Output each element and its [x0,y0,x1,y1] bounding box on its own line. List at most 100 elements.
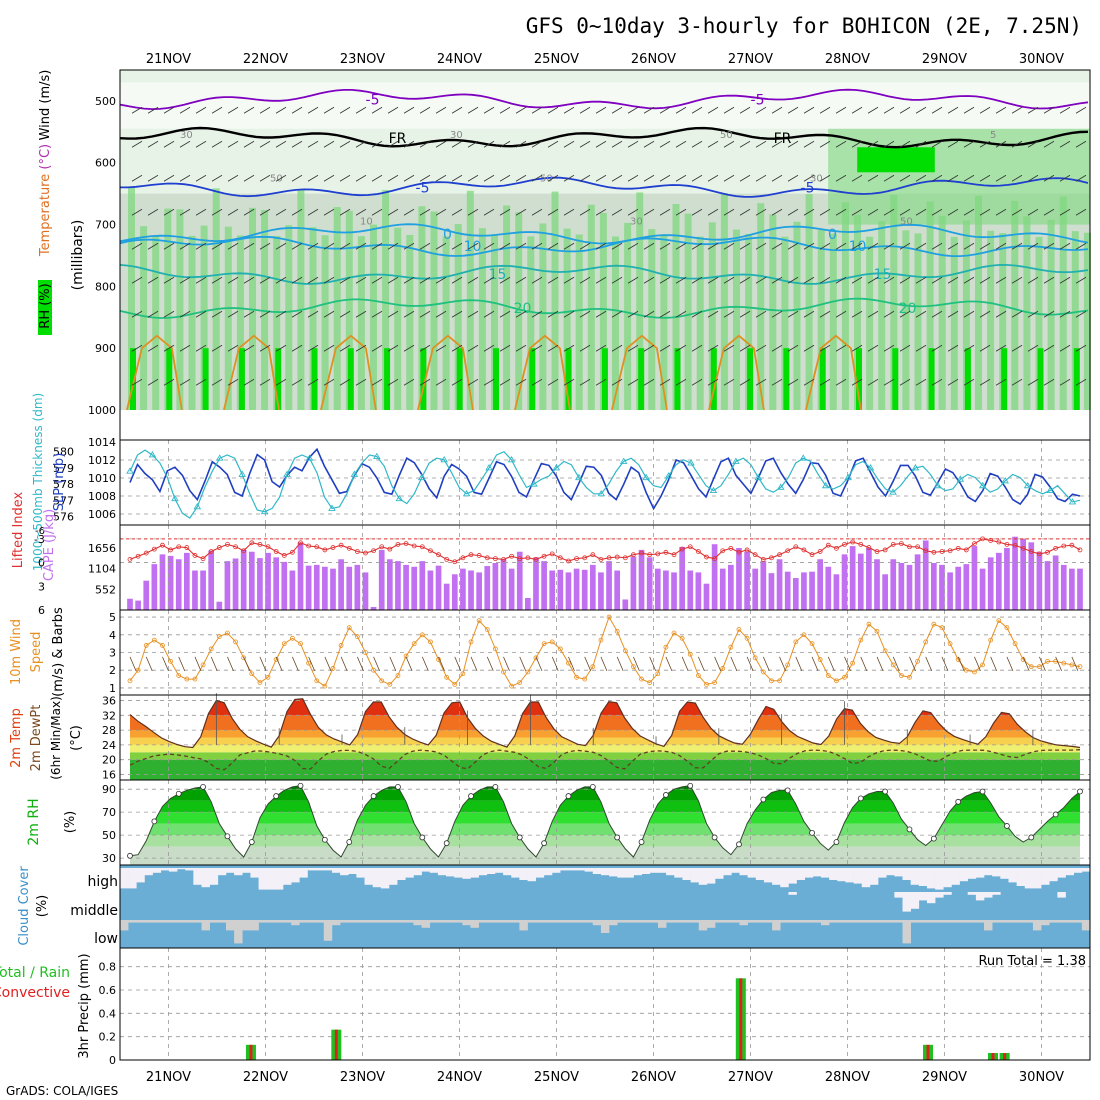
wind-barb [659,106,671,114]
lifted-index-marker [923,548,929,554]
wind-barb [563,344,575,352]
wind-barb [419,106,431,114]
wind-barb [483,174,495,182]
wind-barb [595,378,607,386]
wind-speed-marker [525,669,531,675]
wind-barb [163,242,175,250]
cloud-cell [1041,868,1050,885]
isotherm-warm [708,334,765,411]
cloud-cell [992,868,1001,877]
wind-barb [762,656,770,672]
wind-speed-marker [1037,664,1042,670]
cloud-cell [527,920,537,923]
cape-bar [151,564,158,610]
wind-barb [771,208,783,216]
cloud-cell [266,868,276,890]
lifted-index-marker [1028,549,1034,554]
cloud-cell [951,868,960,885]
rh-band [130,846,1080,865]
wind-speed-marker [825,673,831,678]
lifted-index-marker [460,555,466,561]
wind-barb [211,140,223,148]
wind-barb [339,208,351,216]
isotherm-label: 10 [464,239,482,255]
wind-speed-marker [127,678,133,684]
cape-bar [711,544,718,610]
lifted-index-marker [679,546,685,552]
lifted-index-marker [346,545,352,551]
cloud-cell [902,892,911,912]
thickness-marker [462,489,471,497]
thickness-marker [978,481,987,489]
cloud-cell [967,920,977,923]
rh-plume [999,233,1007,410]
thickness-line [129,449,1081,519]
wind-barb [275,310,287,318]
cape-bar [654,568,661,610]
thickness-marker [485,464,493,471]
rh-core [710,348,717,410]
isotherm-label: -5 [801,180,815,196]
wind-barb [579,276,591,284]
tick-label: 578 [53,478,74,491]
wind-speed-marker [395,673,401,678]
rh-core [493,348,499,410]
thickness-marker [148,451,157,458]
lifted-index-marker [939,549,945,554]
cloud-cell [837,868,846,882]
cloud-cell [535,868,545,878]
cloud-cell [1065,920,1074,923]
lifted-index-marker [704,554,709,560]
tick-label: 1 [109,682,116,695]
wind-speed-marker [785,662,791,668]
axis-label: (millibars) [70,220,86,291]
cape-bar [955,566,962,610]
rh-marker [833,839,840,845]
wind-barb [803,310,815,318]
tick-label: Convective [0,985,70,1001]
wind-speed-marker [151,637,157,643]
wind-barb [211,344,223,352]
wind-barb [931,140,943,148]
cloud-cell [747,920,757,923]
wind-barb [355,140,367,148]
wind-barb [947,242,959,250]
wind-barb [195,344,207,352]
wind-barb [691,140,703,148]
wind-barb [551,656,559,672]
cape-bar [1044,561,1051,610]
wind-barb [307,140,319,148]
wind-barb [515,208,527,216]
wind-barb [643,106,655,114]
cloud-cell [910,868,920,885]
cloud-cell [177,920,186,923]
rh-plume [769,214,777,410]
wind-speed-marker [606,614,612,620]
wind-barb [387,310,399,318]
rh-marker [175,790,182,797]
cloud-cell [796,920,806,923]
wind-barb [499,276,511,284]
wind-barb [467,242,479,250]
tick-label: 22NOV [243,1070,288,1085]
rh-marker [395,783,401,790]
axis-label: (%) [35,895,50,918]
cape-bar [809,571,815,610]
wind-speed-marker [354,634,360,639]
cloud-cell [1000,920,1009,923]
wind-barb [739,140,751,148]
tick-label: 28NOV [825,1070,870,1085]
wind-barb [851,344,863,352]
cloud-cell [568,920,577,923]
cloud-cell [543,868,553,876]
rh-core [311,348,318,410]
wind-barb [547,242,559,250]
rh-plume [575,234,583,410]
cloud-cell [935,892,944,898]
wind-barb [1022,656,1030,672]
cape-bar [703,583,710,610]
cloud-cell [576,920,585,923]
cloud-cell [331,920,341,926]
wind-barb [419,310,431,318]
wind-barb [675,310,687,318]
